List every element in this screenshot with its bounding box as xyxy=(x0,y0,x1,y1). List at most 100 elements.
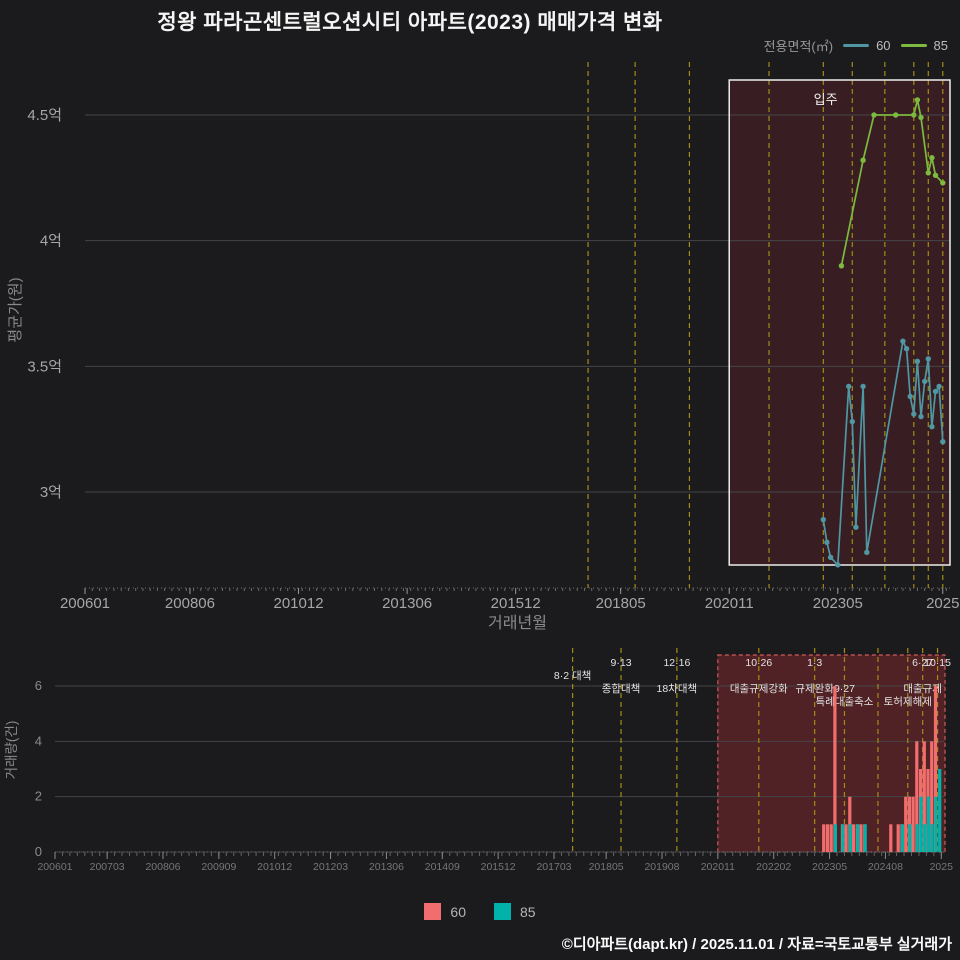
price-x-tick: 201306 xyxy=(382,595,432,612)
volume-bar xyxy=(900,824,904,852)
price-x-tick: 200601 xyxy=(60,595,110,612)
bar-85-swatch xyxy=(494,903,511,920)
volume-bar xyxy=(896,824,900,852)
volume-bar xyxy=(859,824,863,852)
price-x-tick: 202305 xyxy=(813,595,863,612)
series-60-label: 60 xyxy=(876,38,891,53)
volume-bar xyxy=(919,796,923,852)
series-85-line-swatch xyxy=(900,44,927,47)
policy-annotation: 6·27 xyxy=(912,657,933,669)
volume-bar xyxy=(930,741,934,852)
legend-bottom: 60 85 xyxy=(0,903,960,920)
bar-60-swatch xyxy=(424,903,442,920)
price-x-tick: 200806 xyxy=(165,595,215,612)
volume-x-tick: 202011 xyxy=(701,861,735,873)
volume-bar xyxy=(908,824,912,852)
policy-annotation: 9·27 xyxy=(834,683,855,695)
policy-annotation: 10·26 xyxy=(745,657,772,669)
price-x-tick: 201512 xyxy=(491,595,541,612)
policy-annotation: 대출규제 xyxy=(903,683,942,695)
policy-annotation: 18차대책 xyxy=(657,683,698,695)
price-y-tick: 4억 xyxy=(40,233,62,250)
volume-y-axis-title: 거래량(건) xyxy=(4,721,19,780)
volume-y-tick: 6 xyxy=(35,678,42,693)
volume-x-tick: 200909 xyxy=(201,861,236,873)
volume-x-tick: 201512 xyxy=(481,861,516,873)
legend-item-60[interactable]: 60 xyxy=(843,38,891,53)
volume-x-tick: 200703 xyxy=(90,861,125,873)
volume-x-tick: 202408 xyxy=(868,861,903,873)
volume-bar xyxy=(930,824,934,852)
volume-bar xyxy=(911,796,915,852)
volume-y-tick: 2 xyxy=(35,789,42,804)
policy-annotation: 8·2 대책 xyxy=(554,670,591,682)
legend-bottom-item-60[interactable]: 60 xyxy=(424,903,466,920)
volume-bar xyxy=(938,769,942,852)
volume-bar xyxy=(833,824,837,852)
move-in-region-fill xyxy=(729,80,950,565)
policy-annotation: 12·16 xyxy=(663,657,690,669)
series-60-line-swatch xyxy=(843,44,870,47)
move-in-label: 입주 xyxy=(814,92,838,107)
volume-bar xyxy=(934,796,938,852)
volume-x-tick: 202305 xyxy=(812,861,847,873)
volume-bar xyxy=(915,824,919,852)
price-x-tick: 2025 xyxy=(926,595,959,612)
volume-bar xyxy=(915,741,919,852)
price-series-85 xyxy=(838,97,946,269)
volume-bar xyxy=(822,824,826,852)
price-y-axis-title: 평균가(원) xyxy=(7,277,24,342)
bar-60-label: 60 xyxy=(450,903,466,920)
volume-bar xyxy=(844,824,848,852)
volume-bar xyxy=(863,824,867,852)
policy-annotation: 종합대책 xyxy=(602,683,641,695)
volume-y-tick: 0 xyxy=(35,844,42,859)
bar-85-label: 85 xyxy=(520,903,536,920)
price-x-tick: 201012 xyxy=(274,595,324,612)
policy-annotation: 특례대출축소 xyxy=(815,696,873,708)
price-x-axis-title: 거래년월 xyxy=(488,614,547,632)
series-85-label: 85 xyxy=(933,38,948,53)
volume-y-tick: 4 xyxy=(35,733,42,748)
policy-annotation: 1·3 xyxy=(807,657,822,669)
volume-bar xyxy=(926,796,931,852)
volume-bar xyxy=(922,741,926,852)
volume-bar xyxy=(848,824,852,852)
volume-bar xyxy=(904,796,908,852)
volume-x-tick: 201703 xyxy=(536,861,571,873)
volume-bar xyxy=(825,824,830,852)
volume-chart: 0 2 4 6 200601 200703 200806 200909 201012 201203… xyxy=(4,648,953,873)
page-title: 정왕 파라곤센트럴오션시티 아파트(2023) 매매가격 변화 xyxy=(157,11,663,34)
volume-bar xyxy=(833,686,837,852)
volume-bar xyxy=(856,824,860,852)
volume-x-tick: 201409 xyxy=(425,861,460,873)
volume-bar xyxy=(933,686,938,852)
legend-top: 전용면적(㎡) 60 85 xyxy=(764,36,948,55)
price-x-tick: 201805 xyxy=(596,595,646,612)
price-chart: 4.5억 4억 3.5억 3억 200601 200806 201012 201306 2015… xyxy=(7,62,959,632)
volume-x-tick: 201908 xyxy=(644,861,679,873)
volume-x-tick: 2025 xyxy=(930,861,954,873)
volume-x-tick: 201805 xyxy=(589,861,624,873)
volume-x-tick: 200806 xyxy=(145,861,180,873)
price-y-tick: 3억 xyxy=(40,484,62,501)
price-y-tick: 4.5억 xyxy=(27,107,62,124)
legend-top-title: 전용면적(㎡) xyxy=(763,39,834,54)
policy-annotation: 9·13 xyxy=(611,657,632,669)
volume-x-tick: 201012 xyxy=(257,861,292,873)
volume-x-tick: 201306 xyxy=(369,861,404,873)
price-x-tick: 202011 xyxy=(705,595,754,612)
policy-annotation: 토허제해제 xyxy=(884,695,932,708)
copyright-footer: ©디아파트(dapt.kr) / 2025.11.01 / 자료=국토교통부 실… xyxy=(561,936,952,953)
volume-bar xyxy=(841,824,845,852)
price-y-tick: 3.5억 xyxy=(27,358,62,375)
volume-bars-85 xyxy=(833,769,942,852)
volume-bar xyxy=(923,824,927,852)
price-series-60 xyxy=(820,338,946,568)
volume-bar xyxy=(829,824,833,852)
volume-x-tick: 200601 xyxy=(37,861,72,873)
policy-annotation: 규제완화 xyxy=(795,682,834,695)
legend-bottom-item-85[interactable]: 85 xyxy=(494,903,536,920)
legend-item-85[interactable]: 85 xyxy=(900,38,948,53)
